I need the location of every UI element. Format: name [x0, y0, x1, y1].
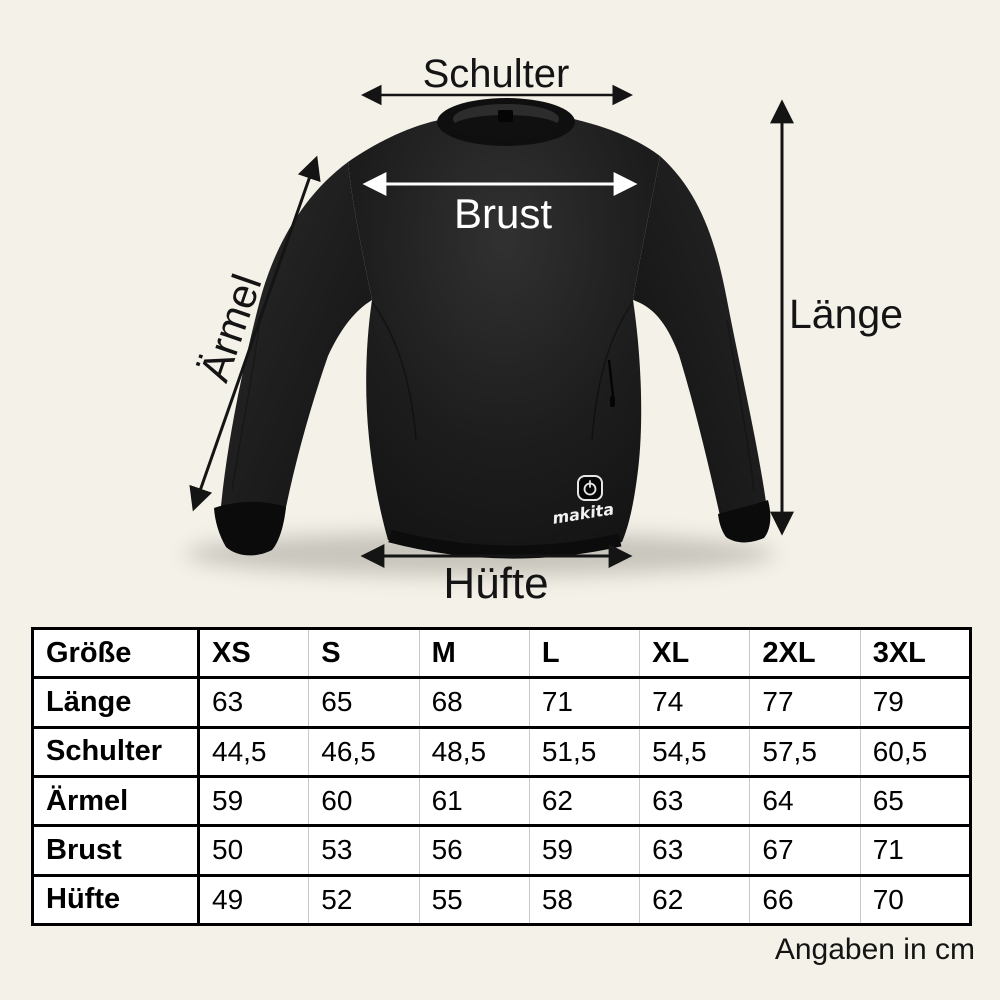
cell: 49	[198, 873, 309, 925]
row-label: Brust	[32, 824, 200, 876]
row-label: Ärmel	[32, 774, 200, 826]
schulter-label: Schulter	[422, 52, 570, 96]
cell: 79	[859, 676, 971, 728]
neck-tag	[498, 110, 513, 122]
cell: 77	[749, 676, 861, 728]
cell: 55	[418, 873, 530, 925]
shirt-photo: makita	[185, 84, 794, 576]
cell: 71	[528, 676, 640, 728]
size-column-header: L	[528, 628, 640, 678]
size-column-header: S	[308, 628, 420, 678]
pocket-zipper-icon	[607, 359, 615, 407]
size-column-header: 3XL	[859, 628, 971, 678]
cell: 50	[198, 824, 309, 876]
table-header-row: Größe XS S M L XL 2XL 3XL	[32, 628, 971, 678]
cell: 52	[308, 873, 420, 925]
size-column-header: 2XL	[749, 628, 861, 678]
cell: 62	[639, 873, 750, 925]
cell: 54,5	[639, 725, 750, 777]
cell: 44,5	[198, 725, 309, 777]
power-button-icon	[577, 475, 603, 501]
cell: 66	[749, 873, 861, 925]
row-label: Länge	[32, 676, 200, 728]
cell: 65	[859, 774, 971, 826]
size-column-header: M	[418, 628, 530, 678]
cell: 59	[528, 824, 640, 876]
cell: 71	[859, 824, 971, 876]
shirt-right-cuff	[718, 500, 771, 543]
row-label: Schulter	[32, 725, 200, 777]
cell: 53	[308, 824, 420, 876]
measure-arrows	[189, 84, 794, 568]
cell: 63	[639, 774, 750, 826]
cell: 46,5	[308, 725, 420, 777]
cell: 70	[859, 873, 971, 925]
cell: 65	[308, 676, 420, 728]
cell: 48,5	[418, 725, 530, 777]
cell: 58	[528, 873, 640, 925]
cell: 51,5	[528, 725, 640, 777]
cell: 62	[528, 774, 640, 826]
table-row-aermel: Ärmel 59 60 61 62 63 64 65	[32, 774, 971, 826]
table-corner-header: Größe	[32, 628, 200, 678]
cell: 56	[418, 824, 530, 876]
units-note: Angaben in cm	[774, 933, 975, 966]
cell: 60,5	[859, 725, 971, 777]
huefte-label: Hüfte	[443, 559, 549, 608]
cell: 64	[749, 774, 861, 826]
cell: 61	[418, 774, 530, 826]
row-label: Hüfte	[32, 873, 200, 925]
aermel-arrow	[189, 155, 321, 512]
cell: 67	[749, 824, 861, 876]
cell: 60	[308, 774, 420, 826]
table-row-laenge: Länge 63 65 68 71 74 77 79	[32, 676, 971, 728]
table-row-schulter: Schulter 44,5 46,5 48,5 51,5 54,5 57,5 6…	[32, 725, 971, 777]
size-column-header: XS	[212, 636, 251, 669]
cell: 68	[418, 676, 530, 728]
shirt-collar	[437, 98, 575, 146]
shirt-right-sleeve	[633, 156, 766, 516]
shirt-body	[348, 114, 660, 555]
laenge-label: Länge	[789, 291, 904, 337]
cell: 63	[639, 824, 750, 876]
cell: 74	[639, 676, 750, 728]
shirt-left-cuff	[214, 501, 286, 556]
size-table: Größe XS S M L XL 2XL 3XL Länge 63 65 68…	[31, 627, 972, 926]
size-column-header: XL	[639, 628, 750, 678]
brust-label: Brust	[453, 190, 553, 237]
cell: 63	[198, 676, 309, 728]
table-row-huefte: Hüfte 49 52 55 58 62 66 70	[32, 873, 971, 925]
table-row-brust: Brust 50 53 56 59 63 67 71	[32, 824, 971, 876]
cell: 59	[198, 774, 309, 826]
cell: 57,5	[749, 725, 861, 777]
